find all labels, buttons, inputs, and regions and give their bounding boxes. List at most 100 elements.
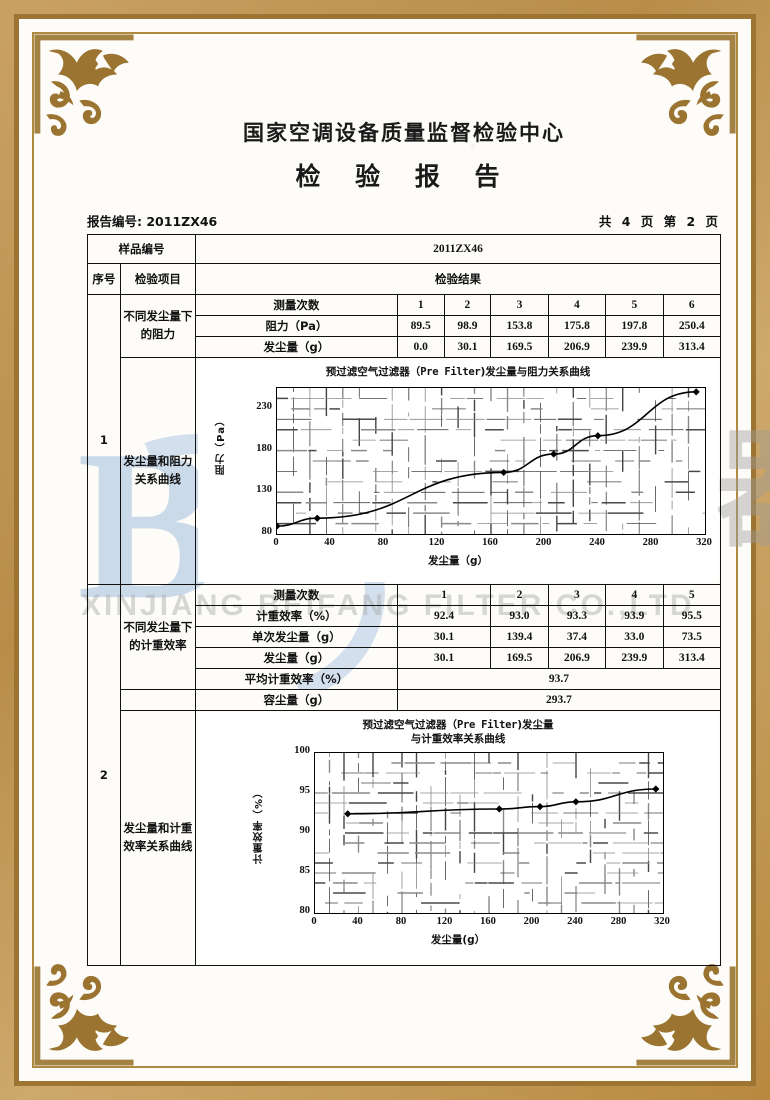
chart-series [277,388,700,530]
page-counter: 共 4 页 第 2 页 [598,214,721,229]
cell-avg-efficiency: 93.7 [396,668,722,690]
x-axis-tick: 200 [523,916,540,928]
chart2-title-prefix: 预过滤空气过滤器（ [362,719,457,731]
x-axis-tick: 240 [589,537,605,549]
cell-efficiency: 93.9 [605,605,664,627]
cell-dust: 169.5 [490,336,549,358]
cell-count2: 4 [605,584,664,606]
cell-dust: 313.4 [662,336,722,358]
table-row-chart-2: 发尘量和计重效率关系曲线 预过滤空气过滤器（Pre Filter)发尘量 与计重… [88,710,721,966]
x-axis-title: 发尘量（g） [427,555,489,568]
plot-box [314,752,664,915]
cell-count2: 3 [547,584,607,606]
chart-dust-vs-resistance: 预过滤空气过滤器（Pre Filter)发尘量与阻力关系曲线 80 130 180 2… [198,360,718,582]
y-axis-tick: 180 [256,442,272,454]
inner-gold-rule [32,32,738,1068]
y-axis-tick: 90 [299,825,311,837]
section1-item-resistance: 不同发尘量下的阻力 [119,294,197,358]
cell-single-dust: 139.4 [490,626,549,648]
header-inspection-result: 检验结果 [195,263,721,295]
section2-serial-no: 2 [87,584,121,966]
page-subtitle: 检 验 报 告 [295,162,513,191]
plot-box [276,387,706,536]
cell-resistance: 89.5 [396,315,445,337]
x-axis-tick: 280 [642,537,659,549]
row-label-resistance: 阻力（Pa） [195,315,398,337]
y-axis-tick: 80 [261,526,273,538]
report-content: 国家空调设备质量监督检验中心 检 验 报 告 报告编号: 2011ZX46 共 … [59,59,749,1079]
row-label-dust-capacity: 容尘量（g） [195,689,398,711]
x-axis-tick: 240 [567,916,583,928]
x-axis-tick: 160 [480,916,496,928]
y-axis-tick: 100 [294,745,310,757]
y-axis-title: 计重效率（%） [254,787,265,865]
x-axis-tick: 160 [482,537,498,549]
report-meta-row: 报告编号: 2011ZX46 共 4 页 第 2 页 [59,211,749,230]
corner-ornament-top-left [25,25,143,143]
sample-no-value: 2011ZX46 [195,234,721,264]
cell-dust: 239.9 [605,336,664,358]
x-axis-tick: 0 [273,537,279,549]
x-axis-tick: 40 [324,537,335,549]
row-label-efficiency: 计重效率（%） [195,605,398,627]
header-serial-no: 序号 [87,263,121,295]
section2-item-curve: 发尘量和计重效率关系曲线 [119,710,197,966]
chart1-title-prefix: 预过滤空气过滤器（ [325,366,421,378]
cell-single-dust: 37.4 [547,626,607,648]
section1-item-curve: 发尘量和阻力关系曲线 [119,357,197,585]
table-row-sample: 样品编号 2011ZX46 [87,234,721,264]
header-inspection-item: 检验项目 [119,263,197,295]
row-label-measure-count-2: 测量次数 [195,584,398,606]
chart1-title-mono: Pre Filter [420,366,481,378]
y-axis-tick: 80 [299,905,311,917]
cell-dust2: 169.5 [490,647,549,669]
corner-ornament-bottom-left [25,957,143,1075]
y-axis-tick: 85 [299,865,311,877]
table-row-header: 序号 检验项目 检验结果 [87,263,721,295]
paper-sheet: B 北方滤器 XINJIANG BEIFANG FILTER CO.,LTD. … [19,19,770,1081]
table-row-count-1: 1 不同发尘量下的阻力 测量次数 1 2 3 4 5 6 [87,294,722,585]
cell-dust2: 313.4 [662,647,722,669]
cell-count2: 5 [662,584,722,606]
report-number: 报告编号: 2011ZX46 [87,214,218,229]
sample-no-label: 样品编号 [87,234,196,264]
x-axis-tick: 80 [377,537,389,549]
cell-count: 3 [490,294,549,316]
section2-item-efficiency: 不同发尘量下的计重效率 [119,584,197,690]
cell-efficiency: 93.3 [547,605,607,627]
cell-dust: 206.9 [547,336,607,358]
cell-count: 2 [443,294,492,316]
cell-efficiency: 93.0 [490,605,549,627]
cell-dust2: 239.9 [605,647,664,669]
table-row-dust-capacity: 容尘量（g） 293.7 [88,689,722,711]
x-axis-tick: 320 [696,537,712,549]
x-axis-title: 发尘量(g） [430,934,486,947]
corner-ornament-bottom-right [627,957,745,1075]
inspection-result-table: 样品编号 2011ZX46 序号 检验项目 检验结果 1 不同发尘量下的阻力 测… [87,234,722,966]
cell-count: 1 [396,294,445,316]
table-row-resistance: 阻力（Pa） 89.5 98.9 153.8 175.8 197.8 250.4 [88,315,722,337]
chart2-title: 预过滤空气过滤器（Pre Filter)发尘量 与计重效率关系曲线 [198,713,718,746]
cell-count: 4 [547,294,607,316]
chart1-title: 预过滤空气过滤器（Pre Filter)发尘量与阻力关系曲线 [198,360,718,379]
cell-count: 6 [662,294,722,316]
section2-capacity-spacer [119,689,197,711]
cell-single-dust: 30.1 [396,626,492,648]
row-label-dust-2: 发尘量（g） [195,647,398,669]
cell-efficiency: 95.5 [662,605,722,627]
x-axis-tick: 120 [436,916,453,928]
cell-dust: 0.0 [396,336,445,358]
chart2-title-suffix: )发尘量 [517,719,554,731]
x-axis-tick: 80 [395,916,407,928]
x-axis-tick: 0 [311,916,317,928]
cell-efficiency: 92.4 [396,605,492,627]
table-row-dust-2: 发尘量（g） 30.1 169.5 206.9 239.9 313.4 [88,647,722,669]
row-label-dust-1: 发尘量（g） [195,336,398,358]
y-axis-tick: 95 [299,785,311,797]
x-axis-tick: 320 [654,916,670,928]
cell-resistance: 98.9 [443,315,492,337]
corner-ornament-top-right [627,25,745,143]
x-axis-tick: 120 [428,537,445,549]
chart2-title-mono: Pre Filter [456,719,518,731]
page-title: 国家空调设备质量监督检验中心 [243,121,565,145]
